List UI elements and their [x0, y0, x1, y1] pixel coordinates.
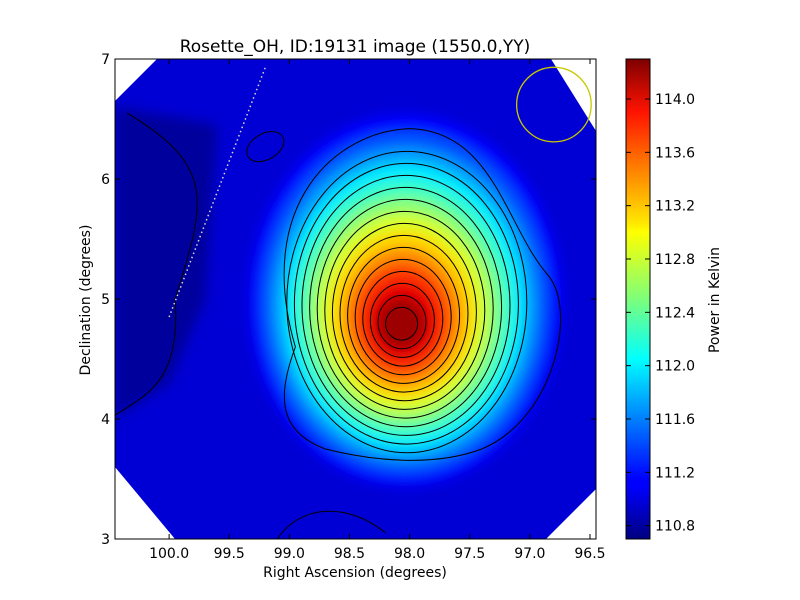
x-tick-label: 99.0 [274, 546, 305, 562]
x-tick-label: 96.5 [574, 546, 605, 562]
contour-level [347, 246, 461, 384]
x-tick-label: 97.5 [454, 546, 485, 562]
masked-corner [546, 489, 596, 539]
emission-blobs [248, 113, 563, 488]
colorbar-tick-label: 112.8 [655, 252, 695, 268]
contour-level [316, 198, 494, 419]
contour-level [331, 222, 477, 402]
contour-outer [283, 128, 561, 461]
contour-level [385, 306, 419, 341]
colorbar-tick-label: 112.4 [655, 305, 695, 321]
contour-level [339, 234, 469, 393]
heatmap-image [115, 59, 596, 539]
x-tick-label: 98.5 [334, 546, 365, 562]
y-axis-label: Declination (degrees) [78, 225, 94, 376]
colorbar-tick-label: 111.6 [655, 412, 695, 428]
low-power-patch [115, 107, 218, 419]
contour-level [293, 162, 519, 445]
emission-level [377, 296, 426, 350]
x-axis: 100.0 99.5 99.0 98.5 98.0 97.5 97.0 96.5 [149, 59, 606, 562]
y-tick-label: 3 [101, 532, 110, 548]
colorbar-tick-label: 110.8 [655, 519, 695, 535]
y-tick-label: 4 [101, 412, 110, 428]
x-axis-label: Right Ascension (degrees) [263, 565, 447, 581]
contour-level [362, 270, 444, 367]
x-tick-label: 97.0 [514, 546, 545, 562]
contour-level [369, 282, 435, 358]
chart-title: Rosette_OH, ID:19131 image (1550.0,YY) [180, 37, 531, 57]
contour-level [309, 186, 503, 428]
x-tick-label: 100.0 [149, 546, 189, 562]
beam-circle [515, 66, 592, 143]
x-tick-label: 99.5 [214, 546, 245, 562]
contour-level [301, 174, 511, 436]
x-tick-label: 98.0 [394, 546, 425, 562]
blank-corners [115, 59, 596, 539]
colorbar-tick-label: 113.6 [655, 145, 695, 161]
contour-edge [115, 112, 198, 416]
contour-island [276, 510, 386, 539]
colorbar-axis: 110.8 111.2 111.6 112.0 112.4 112.8 113.2 113.6… [626, 92, 695, 535]
colorbar-tick-label: 113.2 [655, 199, 695, 215]
y-tick-label: 6 [101, 172, 110, 188]
y-axis: 3 4 5 6 7 [101, 52, 596, 548]
contour-level [286, 150, 528, 454]
colorbar-tick-label: 111.2 [655, 465, 695, 481]
contour-lines [115, 112, 561, 539]
contour-island [246, 131, 285, 163]
y-tick-label: 7 [101, 52, 110, 68]
heatmap-area [115, 59, 596, 539]
contour-level [354, 258, 452, 376]
y-tick-label: 5 [101, 292, 110, 308]
colorbar-tick-label: 114.0 [655, 92, 695, 108]
masked-corner [115, 467, 175, 539]
masked-corner [551, 59, 596, 131]
colorbar-label: Power in Kelvin [707, 247, 723, 353]
masked-corner [115, 59, 157, 101]
colorbar-tick-label: 112.0 [655, 359, 695, 375]
colorbar [625, 58, 651, 540]
contour-level [377, 294, 427, 350]
contour-level [324, 210, 486, 410]
low-power-region [115, 107, 218, 419]
